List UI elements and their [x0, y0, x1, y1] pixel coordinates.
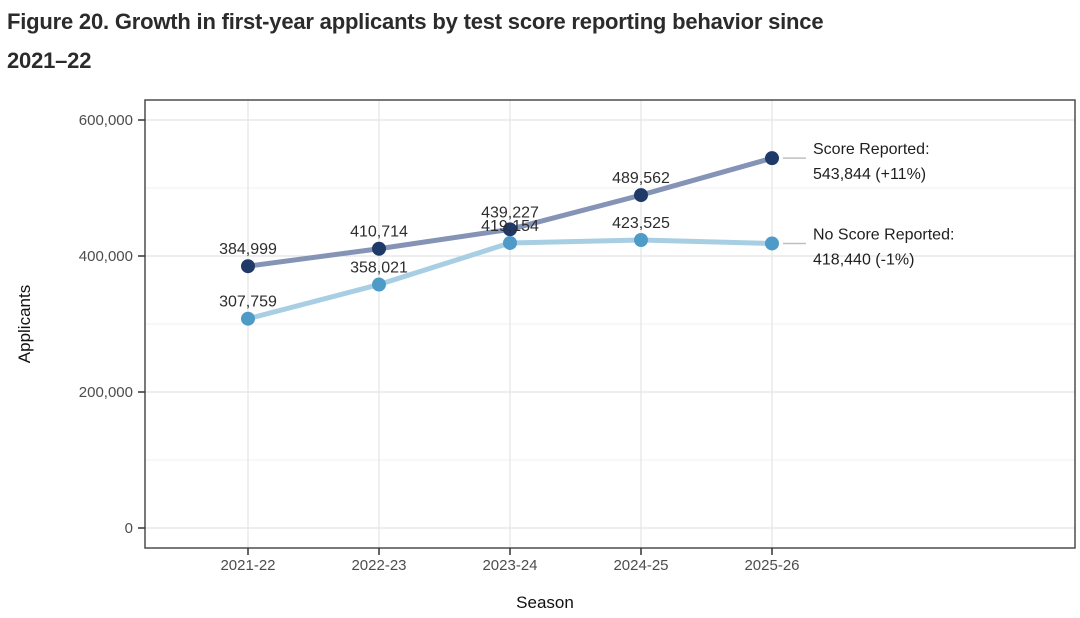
data-point-no-score-reported	[503, 235, 517, 250]
data-label: 410,714	[350, 224, 408, 241]
data-labels-no-score-reported: 307,759 358,021 419,154 423,525	[219, 215, 670, 311]
data-point-no-score-reported	[765, 236, 779, 251]
data-label: 307,759	[219, 294, 277, 311]
data-point-score-reported	[765, 151, 779, 166]
panel-border	[144, 99, 1076, 549]
data-point-no-score-reported	[634, 233, 648, 248]
data-label: 358,021	[350, 260, 408, 277]
data-point-no-score-reported	[241, 311, 255, 326]
y-axis-title: Applicants	[15, 285, 34, 363]
data-point-score-reported	[634, 188, 648, 203]
x-axis-title: Season	[516, 593, 574, 612]
annotation-leader-lines	[783, 157, 806, 245]
annotation-line-2: 543,844 (+11%)	[813, 166, 926, 183]
y-tick-label: 600,000	[79, 112, 133, 129]
annotation-no-score-reported: No Score Reported: 418,440 (-1%)	[813, 226, 954, 268]
figure-title-line-2: 2021–22	[7, 48, 92, 73]
minor-gridlines	[145, 187, 1075, 461]
figure-title-line-1: Figure 20. Growth in first-year applican…	[7, 9, 824, 34]
data-point-score-reported	[241, 259, 255, 274]
data-label: 419,154	[481, 218, 539, 235]
annotation-score-reported: Score Reported: 543,844 (+11%)	[813, 141, 930, 183]
x-tick-label: 2023-24	[482, 557, 537, 574]
data-label: 423,525	[612, 215, 670, 232]
series-no-score-reported	[241, 233, 779, 326]
data-label: 489,562	[612, 170, 670, 187]
x-tick-label: 2024-25	[613, 557, 668, 574]
x-tick-label: 2025-26	[744, 557, 799, 574]
data-label: 384,999	[219, 241, 277, 258]
x-tick-label: 2021-22	[220, 557, 275, 574]
series-score-reported	[241, 151, 779, 274]
x-tick-label: 2022-23	[351, 557, 406, 574]
annotation-line-1: No Score Reported:	[813, 226, 954, 243]
axis-tick-labels: 0 200,000 400,000 600,000 2021-22 2022-23 2023…	[79, 112, 800, 574]
data-label: 439,227	[481, 204, 539, 221]
figure-title: Figure 20. Growth in first-year applican…	[7, 2, 1007, 80]
data-labels-score-reported: 384,999 410,714 439,227 489,562	[219, 170, 670, 258]
annotation-line-2: 418,440 (-1%)	[813, 251, 914, 268]
y-tick-label: 400,000	[79, 248, 133, 265]
data-point-score-reported	[372, 241, 386, 256]
annotation-line-1: Score Reported:	[813, 141, 930, 158]
y-tick-label: 0	[125, 520, 133, 537]
axis-ticks	[138, 119, 773, 555]
y-tick-label: 200,000	[79, 384, 133, 401]
data-point-score-reported	[503, 222, 517, 237]
data-point-no-score-reported	[372, 277, 386, 292]
